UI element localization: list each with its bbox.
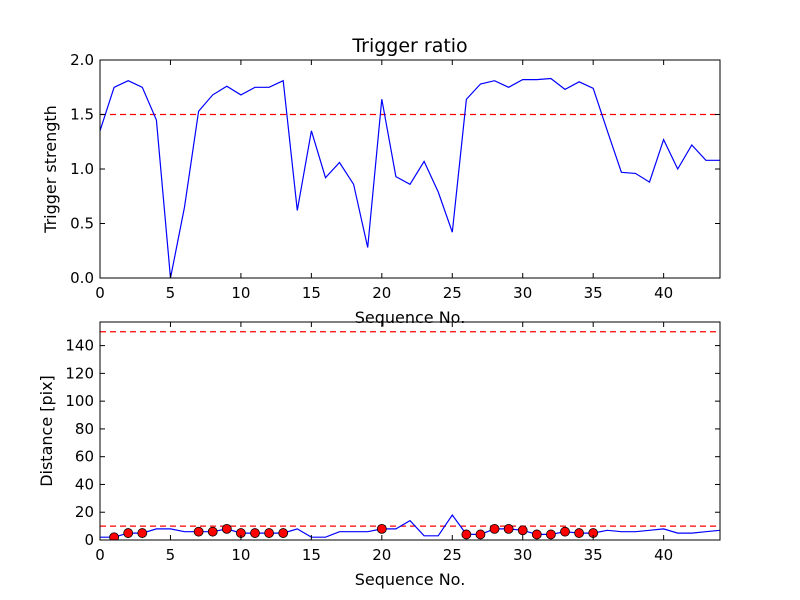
y-tick-label: 120 [65, 364, 94, 382]
plot-content [100, 77, 720, 278]
data-point [546, 529, 556, 540]
data-point [503, 523, 514, 534]
distance-chart: 0 5 10 15 20 25 30 35 40 0 20 40 60 80 100 120 140 Seque… [37, 321, 721, 589]
y-tick-label: 60 [75, 448, 94, 466]
x-axis-label: Sequence No. [355, 308, 466, 327]
y-tick-label: 0.0 [70, 269, 94, 287]
data-point [123, 528, 134, 538]
data-point [517, 525, 528, 536]
x-tick-label: 35 [584, 546, 603, 564]
y-tick-label: 140 [65, 337, 94, 355]
y-tick-label: 0 [84, 531, 94, 549]
trigger-ratio-chart: Trigger ratio 0 5 10 15 20 25 30 35 40 0.0 0.5 1.0 1… [41, 35, 721, 327]
plot-frame [99, 59, 721, 279]
x-tick-label: 10 [231, 284, 250, 302]
y-tick-label: 2.0 [70, 51, 94, 69]
series-line [100, 77, 720, 278]
x-tick-label: 15 [302, 546, 321, 564]
data-point [137, 528, 148, 538]
data-point [264, 528, 274, 538]
data-point [531, 529, 542, 540]
chart-title: Trigger ratio [351, 35, 467, 57]
data-point [461, 529, 472, 540]
y-tick-label: 1.0 [70, 160, 94, 178]
x-tick-label: 0 [95, 284, 105, 302]
data-point [109, 532, 119, 540]
x-tick-label: 35 [584, 284, 603, 302]
data-point [221, 523, 232, 534]
ticks: 0 5 10 15 20 25 30 35 40 0.0 0.5 1.0 1.5 2.0 [70, 51, 720, 302]
x-tick-label: 25 [443, 546, 462, 564]
x-tick-label: 0 [95, 546, 105, 564]
y-axis-label: Distance [pix] [37, 375, 56, 487]
y-tick-label: 20 [75, 503, 94, 521]
y-tick-label: 1.5 [70, 106, 94, 124]
data-point [193, 526, 204, 537]
x-tick-label: 30 [513, 284, 532, 302]
data-point [574, 528, 584, 538]
x-tick-label: 20 [372, 284, 391, 302]
y-tick-label: 40 [75, 475, 94, 493]
data-point [207, 526, 218, 537]
x-tick-label: 25 [443, 284, 462, 302]
x-tick-label: 10 [231, 546, 250, 564]
x-tick-label: 5 [166, 284, 176, 302]
x-tick-label: 30 [513, 546, 532, 564]
y-axis-label: Trigger strength [41, 105, 60, 234]
x-tick-label: 20 [372, 546, 391, 564]
plot-frame [99, 321, 721, 541]
x-tick-label: 5 [166, 546, 176, 564]
x-axis-label: Sequence No. [355, 570, 466, 589]
x-tick-label: 40 [654, 284, 673, 302]
data-point [560, 526, 570, 537]
data-point [376, 523, 387, 534]
ticks: 0 5 10 15 20 25 30 35 40 0 20 40 60 80 100 120 140 [65, 322, 720, 564]
data-point [278, 528, 289, 538]
data-point [475, 529, 486, 540]
x-tick-label: 40 [654, 546, 673, 564]
data-point [489, 523, 500, 534]
plot-content [100, 331, 720, 540]
x-tick-label: 15 [302, 284, 321, 302]
y-tick-label: 0.5 [70, 215, 94, 233]
y-tick-label: 80 [75, 420, 94, 438]
y-tick-label: 100 [65, 392, 94, 410]
data-point [250, 528, 260, 538]
